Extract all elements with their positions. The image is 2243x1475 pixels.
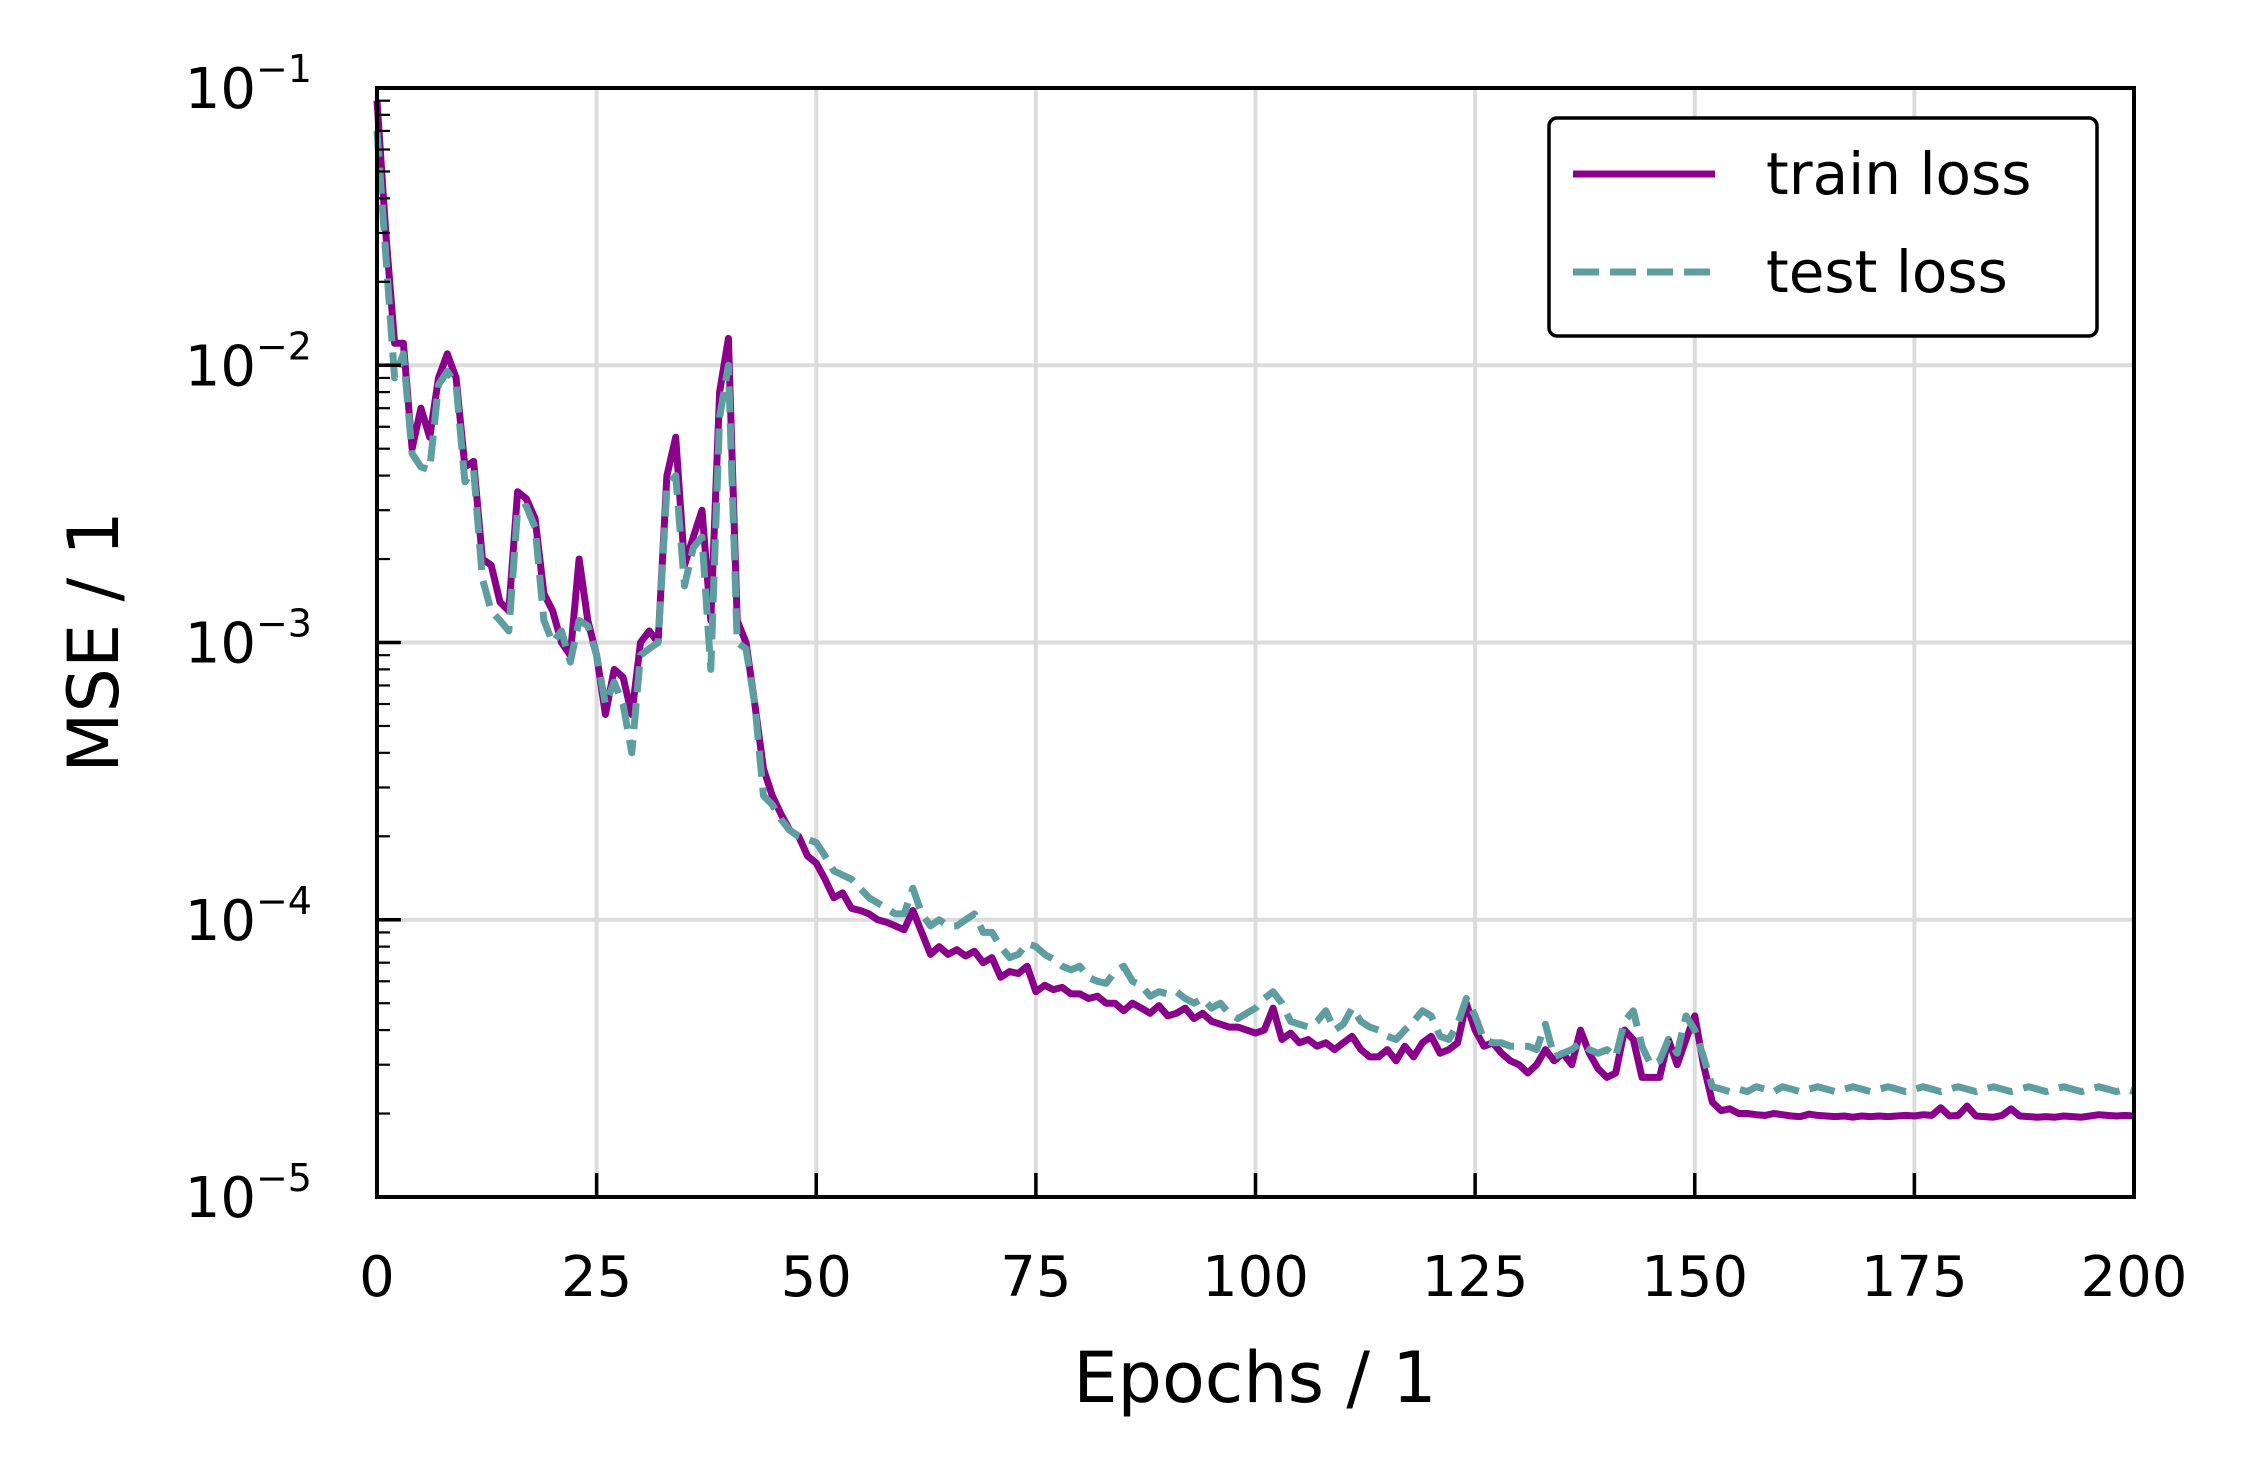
x-tick-label: 50 — [781, 1245, 852, 1310]
y-tick-label: 10−5 — [185, 1156, 312, 1231]
legend: train loss test loss — [1547, 116, 2099, 338]
x-axis-label: Epochs / 1 — [1073, 1337, 1436, 1419]
legend-label-test-loss: test loss — [1766, 238, 2008, 306]
x-tick-label: 25 — [561, 1245, 632, 1310]
y-tick-label: 10−3 — [185, 602, 312, 677]
y-tick-label: 10−4 — [185, 879, 312, 954]
x-tick-label: 175 — [1861, 1245, 1968, 1310]
y-tick-label: 10−1 — [185, 47, 312, 122]
tick-labels: 0 25 50 75 100 125 150 175 200 10−5 10−4 10−3 10−2 10… — [185, 47, 2188, 1310]
x-tick-label: 100 — [1202, 1245, 1309, 1310]
x-tick-label: 150 — [1641, 1245, 1748, 1310]
x-tick-label: 0 — [359, 1245, 395, 1310]
series-line-test-loss — [373, 130, 2135, 1096]
x-tick-label: 125 — [1422, 1245, 1529, 1310]
axis-ticks — [375, 86, 2136, 1199]
y-tick-label: 10−2 — [185, 324, 312, 399]
series-line-train-loss — [373, 100, 2135, 1121]
x-tick-label: 200 — [2081, 1245, 2188, 1310]
series-lines — [373, 100, 2135, 1121]
legend-label-train-loss: train loss — [1766, 140, 2031, 208]
y-axis-label: MSE / 1 — [53, 511, 135, 773]
x-tick-label: 75 — [1000, 1245, 1071, 1310]
